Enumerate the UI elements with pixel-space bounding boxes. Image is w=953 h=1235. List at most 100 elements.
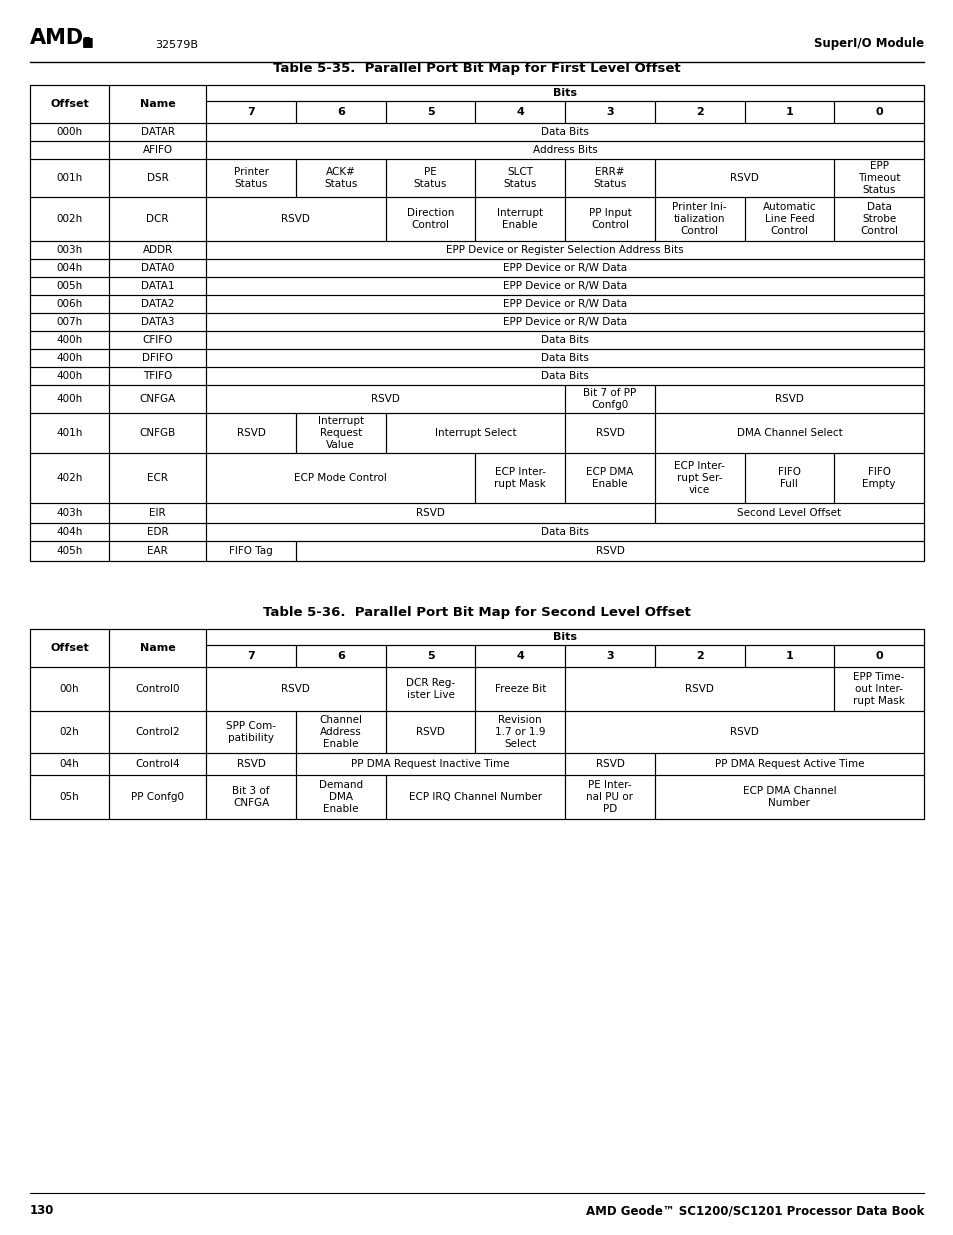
Text: 5: 5 [426,651,434,661]
Text: AFIFO: AFIFO [142,144,172,156]
Text: EPP Device or R/W Data: EPP Device or R/W Data [502,263,626,273]
Bar [109,124,206,141]
Text: 003h: 003h [56,245,83,254]
Bar [206,312,923,331]
Text: EAR: EAR [147,546,168,556]
Bar [30,667,109,711]
Text: ECP Mode Control: ECP Mode Control [294,473,387,483]
Text: CNFGB: CNFGB [139,429,175,438]
Bar [30,753,109,776]
Text: Bit 7 of PP
Confg0: Bit 7 of PP Confg0 [582,388,636,410]
Text: Control4: Control4 [135,760,180,769]
Bar [475,645,564,667]
Text: 04h: 04h [59,760,79,769]
Text: PP DMA Request Active Time: PP DMA Request Active Time [714,760,863,769]
Text: ACK#
Status: ACK# Status [324,167,357,189]
Bar [206,350,923,367]
Bar [206,541,295,561]
Text: Control2: Control2 [135,727,180,737]
Bar [654,776,923,819]
Text: RSVD: RSVD [729,173,759,183]
Text: Printer
Status: Printer Status [233,167,269,189]
Text: Second Level Offset: Second Level Offset [737,508,841,517]
Bar [834,667,923,711]
Bar [385,667,475,711]
Text: ADDR: ADDR [142,245,172,254]
Bar [30,367,109,385]
Bar [654,385,923,412]
Bar [564,645,654,667]
Text: 400h: 400h [56,335,83,345]
Text: FIFO
Full: FIFO Full [777,467,801,489]
Text: PP Input
Control: PP Input Control [588,207,631,230]
Bar [109,412,206,453]
Bar [109,198,206,241]
Bar [109,241,206,259]
Bar [654,412,923,453]
Bar [206,101,295,124]
Bar [834,198,923,241]
Text: Control0: Control0 [135,684,179,694]
Bar [30,350,109,367]
Bar [109,522,206,541]
Text: CNFGA: CNFGA [139,394,175,404]
Text: SuperI/O Module: SuperI/O Module [813,37,923,49]
Text: DATAR: DATAR [140,127,174,137]
Bar [295,101,385,124]
Text: DFIFO: DFIFO [142,353,172,363]
Bar [206,645,295,667]
Bar [564,753,654,776]
Text: 404h: 404h [56,527,83,537]
Bar [385,412,564,453]
Text: 00h: 00h [60,684,79,694]
Text: EPP Device or Register Selection Address Bits: EPP Device or Register Selection Address… [446,245,683,254]
Text: Interrupt
Request
Value: Interrupt Request Value [317,416,363,451]
Text: RSVD: RSVD [595,546,624,556]
Text: PE Inter-
nal PU or
PD: PE Inter- nal PU or PD [586,779,633,814]
Bar [206,85,923,101]
Text: DATA2: DATA2 [141,299,174,309]
Text: Revision
1.7 or 1.9
Select: Revision 1.7 or 1.9 Select [495,715,545,750]
Bar [385,711,475,753]
Bar [475,159,564,198]
Bar [475,711,564,753]
Text: 05h: 05h [59,792,79,802]
Text: 4: 4 [516,107,523,117]
Text: 32579B: 32579B [154,40,198,49]
Bar [206,667,385,711]
Text: RSVD: RSVD [729,727,759,737]
Text: PP DMA Request Inactive Time: PP DMA Request Inactive Time [351,760,509,769]
Text: Table 5-35.  Parallel Port Bit Map for First Level Offset: Table 5-35. Parallel Port Bit Map for Fi… [273,62,680,75]
Bar [206,711,295,753]
Text: RSVD: RSVD [281,214,310,224]
Text: Name: Name [139,643,175,653]
Bar [109,453,206,503]
Text: 405h: 405h [56,546,83,556]
Bar [564,385,654,412]
Bar [109,629,206,667]
Bar [109,259,206,277]
Text: AMD: AMD [30,28,84,48]
Bar [109,541,206,561]
Text: EDR: EDR [147,527,168,537]
Text: PE
Status: PE Status [414,167,447,189]
Text: SPP Com-
patibility: SPP Com- patibility [226,721,275,743]
Bar [206,124,923,141]
Text: EPP Device or R/W Data: EPP Device or R/W Data [502,299,626,309]
Text: ECP DMA
Enable: ECP DMA Enable [586,467,633,489]
Text: Channel
Address
Enable: Channel Address Enable [319,715,362,750]
Text: 0: 0 [875,651,882,661]
Bar [206,295,923,312]
Bar [206,159,295,198]
Bar [295,776,385,819]
Text: 1: 1 [784,107,793,117]
Bar [109,385,206,412]
Bar [654,753,923,776]
Text: RSVD: RSVD [684,684,714,694]
Bar [564,159,654,198]
Text: CFIFO: CFIFO [142,335,172,345]
Text: 002h: 002h [56,214,83,224]
Bar [30,412,109,453]
Text: 400h: 400h [56,370,83,382]
Text: RSVD: RSVD [236,429,265,438]
